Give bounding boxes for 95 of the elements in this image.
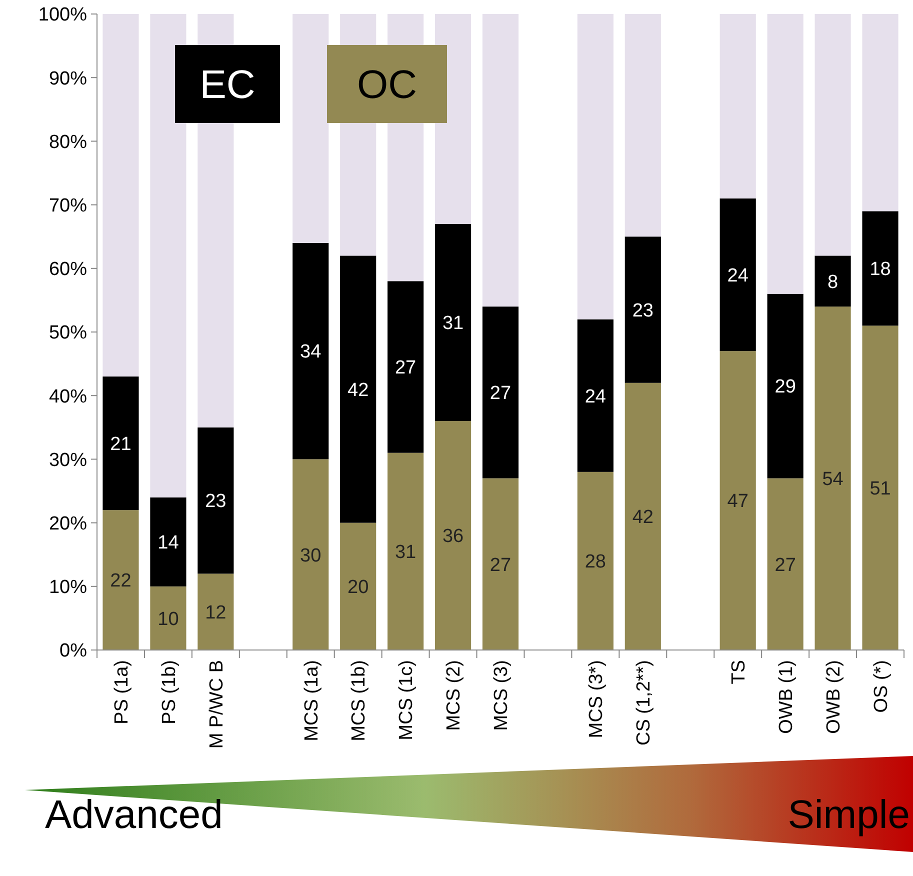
bar xyxy=(102,510,139,650)
x-tick-label: MCS (2) xyxy=(444,660,465,731)
bar xyxy=(862,14,898,212)
y-tick-label: 50% xyxy=(48,322,88,344)
x-tick-label: MCS (1a) xyxy=(301,660,322,742)
data-label: 36 xyxy=(442,526,464,548)
x-tick-label: TS xyxy=(728,660,750,684)
data-label: 22 xyxy=(110,570,132,592)
bar xyxy=(862,326,898,650)
y-tick-label: 70% xyxy=(48,195,88,216)
y-tick-label: 100% xyxy=(38,4,88,26)
data-label: 20 xyxy=(348,577,369,598)
data-label: 31 xyxy=(394,542,416,564)
bar xyxy=(102,376,139,510)
data-label: 27 xyxy=(394,358,416,379)
bar xyxy=(624,236,661,383)
bar xyxy=(102,14,139,377)
bar xyxy=(814,14,851,256)
y-tick-label: 10% xyxy=(48,577,88,598)
data-label: 14 xyxy=(158,532,180,554)
bar xyxy=(434,421,472,650)
x-tick-label: MCS (3) xyxy=(491,660,512,731)
y-tick-label: 0% xyxy=(60,640,88,662)
data-label: 24 xyxy=(727,265,749,286)
bar xyxy=(624,14,661,237)
data-label: 29 xyxy=(774,376,796,398)
data-label: 54 xyxy=(822,468,844,490)
bar xyxy=(577,14,614,320)
y-tick-label: 90% xyxy=(48,68,88,90)
data-label: 23 xyxy=(205,491,226,512)
bar xyxy=(624,382,661,650)
data-label: 28 xyxy=(584,552,606,573)
x-tick-label: MCS (3*) xyxy=(586,660,608,738)
bar xyxy=(862,211,898,326)
bar xyxy=(340,256,376,523)
bar xyxy=(720,351,756,650)
bar xyxy=(434,224,472,422)
data-label: 30 xyxy=(300,545,322,566)
data-label: 42 xyxy=(632,507,654,528)
bar xyxy=(577,319,614,472)
y-tick-label: 40% xyxy=(48,386,88,408)
x-tick-label: PS (1a) xyxy=(111,660,132,724)
data-label: 51 xyxy=(870,478,891,500)
bar xyxy=(482,306,519,478)
bar xyxy=(292,242,329,460)
x-tick-label: CS (1,2**) xyxy=(634,660,655,746)
bar xyxy=(814,256,851,307)
x-tick-label: OWB (1) xyxy=(776,660,797,734)
data-label: 21 xyxy=(110,434,132,455)
bar xyxy=(150,14,186,498)
data-label: 31 xyxy=(442,313,464,334)
y-tick-label: 30% xyxy=(48,450,88,471)
x-tick-label: MCS (1c) xyxy=(396,660,418,740)
bar xyxy=(292,459,329,650)
data-label: 27 xyxy=(490,554,512,576)
bar xyxy=(150,586,186,650)
bar xyxy=(388,281,424,453)
bar xyxy=(198,427,234,574)
data-label: 23 xyxy=(632,300,654,322)
data-label: 34 xyxy=(300,342,322,363)
data-label: 18 xyxy=(870,259,891,280)
y-tick-label: 60% xyxy=(48,259,88,280)
data-label: 42 xyxy=(348,380,369,401)
x-tick-label: MCS (1b) xyxy=(348,660,370,742)
data-label: 27 xyxy=(490,383,512,404)
data-label: 47 xyxy=(727,491,748,512)
legend-label: OC xyxy=(357,63,417,107)
x-tick-label: OS (*) xyxy=(870,660,892,713)
bar xyxy=(482,14,519,307)
data-label: 24 xyxy=(584,386,606,408)
bar xyxy=(720,198,756,352)
data-label: 10 xyxy=(158,608,179,630)
bar xyxy=(340,522,376,650)
text: Simple xyxy=(788,793,910,837)
data-label: 8 xyxy=(828,272,838,293)
text: Advanced xyxy=(45,793,223,837)
bar xyxy=(292,14,329,243)
bar xyxy=(767,478,804,650)
x-tick-label: OWB (2) xyxy=(823,660,844,734)
bar xyxy=(198,574,234,650)
bar xyxy=(482,478,519,650)
bar xyxy=(720,14,756,198)
bar xyxy=(767,294,804,478)
bar xyxy=(767,14,804,294)
legend-label: EC xyxy=(200,63,256,107)
bar xyxy=(388,452,424,650)
y-tick-label: 80% xyxy=(48,132,88,153)
bar xyxy=(150,497,186,586)
bar xyxy=(814,306,851,650)
bar xyxy=(577,472,614,650)
y-tick-label: 20% xyxy=(48,513,88,534)
x-tick-label: PS (1b) xyxy=(158,660,180,724)
data-label: 27 xyxy=(774,554,796,576)
data-label: 12 xyxy=(205,602,226,624)
x-tick-label: M P/WC B xyxy=(206,660,228,749)
